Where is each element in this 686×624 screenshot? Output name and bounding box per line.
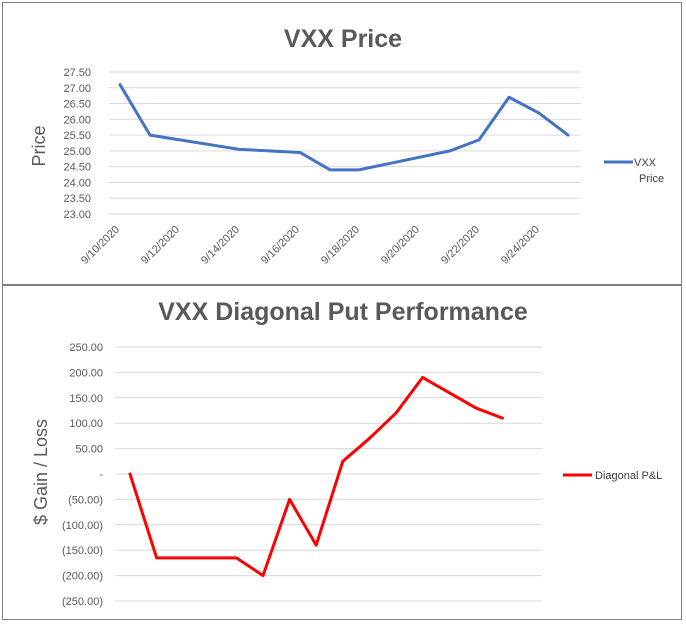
series-line-vxx-price <box>118 83 570 172</box>
y-tick-label: 26.00 <box>63 114 91 126</box>
y-tick-label: 25.00 <box>63 146 91 158</box>
y-tick-label: (200.00) <box>62 571 103 583</box>
chart-title: VXX Diagonal Put Performance <box>158 298 528 326</box>
y-axis-label: Price <box>29 125 49 166</box>
y-tick-label: 25.50 <box>63 130 91 142</box>
y-tick-label: 100.00 <box>69 418 103 430</box>
y-axis-label: $ Gain / Loss <box>31 419 51 525</box>
y-tick-label: (150.00) <box>62 545 103 557</box>
legend: VXX Price <box>604 157 664 185</box>
x-tick-label: 9/22/2020 <box>439 224 482 267</box>
vxx-price-chart: VXX Price Price 27.50 27.00 26.50 26.00 25.5… <box>29 25 664 267</box>
legend-label: Diagonal P&L <box>595 470 662 482</box>
y-tick-label: 50.00 <box>75 444 103 456</box>
legend-label-line2: Price <box>639 173 664 185</box>
y-tick-label: 24.50 <box>63 162 91 174</box>
legend: Diagonal P&L <box>563 470 662 482</box>
vxx-price-chart-panel: VXX Price Price 27.50 27.00 26.50 26.00 25.5… <box>2 2 682 285</box>
chart-title: VXX Price <box>284 25 402 53</box>
diagonal-put-chart-panel: VXX Diagonal Put Performance $ Gain / Lo… <box>2 285 682 620</box>
y-tick-label: (50.00) <box>68 494 103 506</box>
y-tick-label: 23.50 <box>63 193 91 205</box>
y-tick-label: 150.00 <box>69 393 103 405</box>
x-tick-label: 9/14/2020 <box>199 224 242 267</box>
x-tick-label: 9/10/2020 <box>79 224 122 267</box>
x-tick-label: 9/20/2020 <box>379 224 422 267</box>
legend-label-line1: VXX <box>634 157 657 169</box>
y-tick-label: 200.00 <box>69 367 103 379</box>
y-tick-label: - <box>99 469 103 481</box>
y-tick-label: 26.50 <box>63 99 91 111</box>
y-tick-label: (100.00) <box>62 520 103 532</box>
y-tick-label: 23.00 <box>63 209 91 221</box>
x-tick-label: 9/18/2020 <box>319 224 362 267</box>
y-tick-label: (250.00) <box>62 596 103 608</box>
y-tick-label: 24.00 <box>63 177 91 189</box>
x-tick-label: 9/16/2020 <box>259 224 302 267</box>
x-tick-label: 9/12/2020 <box>139 224 182 267</box>
x-tick-label: 9/24/2020 <box>499 224 542 267</box>
y-tick-label: 27.00 <box>63 83 91 95</box>
diagonal-put-chart: VXX Diagonal Put Performance $ Gain / Lo… <box>31 298 662 608</box>
y-tick-label: 27.50 <box>63 67 91 79</box>
series-line-diagonal-pl <box>128 375 504 578</box>
y-tick-label: 250.00 <box>69 342 103 354</box>
